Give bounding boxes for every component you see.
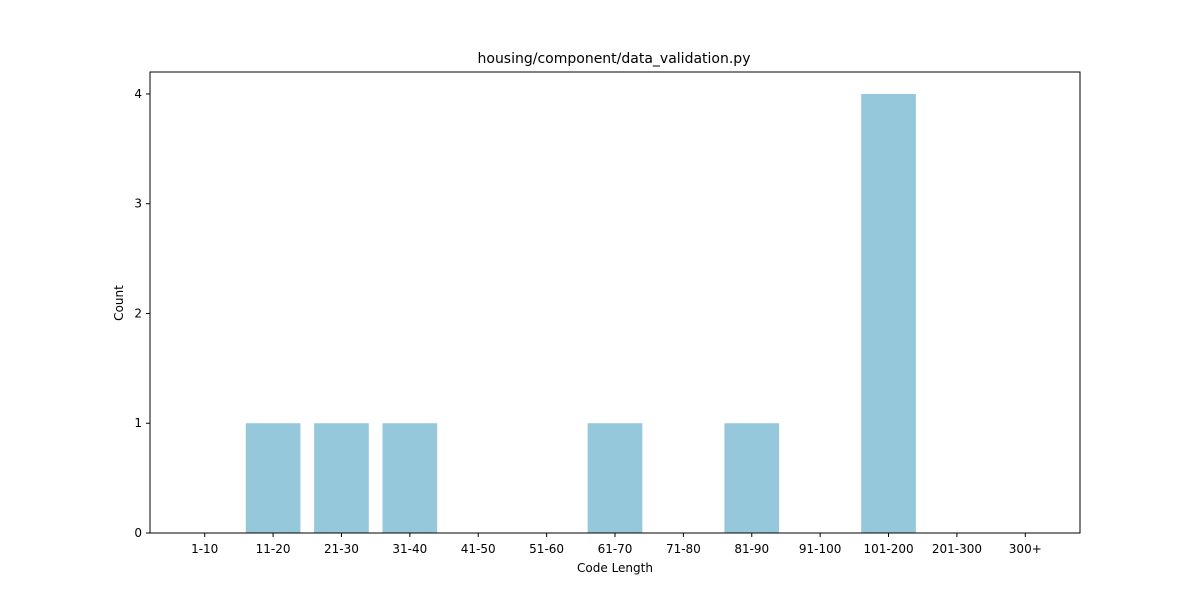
- chart-title: housing/component/data_validation.py: [478, 51, 751, 67]
- x-tick-label: 41-50: [461, 542, 496, 556]
- y-tick-label: 3: [134, 197, 142, 211]
- y-tick-label: 0: [134, 526, 142, 540]
- x-axis: 1-10 11-20 21-30 31-40 41-50 51-60 61-70 71-80 8…: [191, 533, 1042, 556]
- bars-group: [245, 93, 916, 533]
- y-tick-label: 4: [134, 87, 142, 101]
- x-tick-label: 21-30: [324, 542, 359, 556]
- bar-61-70: [587, 423, 643, 533]
- x-axis-label: Code Length: [577, 561, 653, 575]
- x-tick-label: 1-10: [191, 542, 218, 556]
- x-tick-label: 11-20: [256, 542, 291, 556]
- x-tick-label: 71-80: [666, 542, 701, 556]
- bar-81-90: [724, 423, 780, 533]
- bar-21-30: [314, 423, 369, 533]
- x-tick-label: 91-100: [799, 542, 842, 556]
- y-axis-label: Count: [112, 285, 126, 321]
- x-tick-label: 101-200: [863, 542, 913, 556]
- x-tick-label: 61-70: [598, 542, 633, 556]
- bar-31-40: [382, 423, 438, 533]
- x-tick-label: 201-300: [932, 542, 982, 556]
- x-tick-label: 31-40: [392, 542, 427, 556]
- bar-101-200: [861, 93, 916, 533]
- bar-11-20: [245, 423, 301, 533]
- x-tick-label: 81-90: [734, 542, 769, 556]
- x-tick-label: 300+: [1009, 542, 1042, 556]
- y-axis: 0 1 2 3 4: [134, 87, 150, 540]
- x-tick-label: 51-60: [529, 542, 564, 556]
- plot-frame: [149, 71, 1081, 534]
- y-tick-label: 2: [134, 306, 142, 320]
- y-tick-label: 1: [134, 416, 142, 430]
